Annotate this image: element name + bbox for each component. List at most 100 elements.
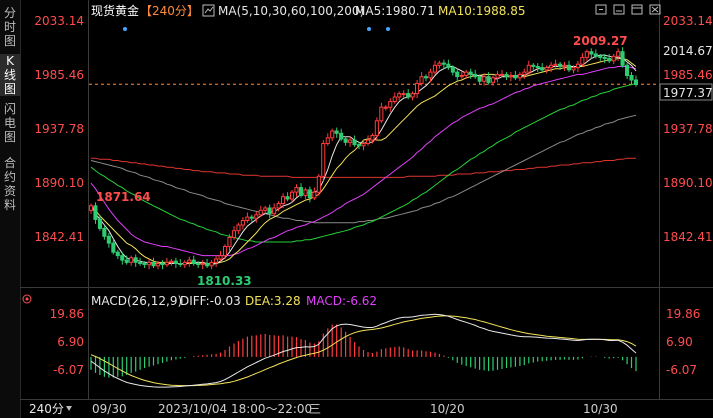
minimize-icon[interactable] — [613, 4, 625, 15]
candle — [245, 212, 250, 223]
candle — [633, 75, 639, 87]
ma10-line — [90, 58, 637, 264]
candle — [321, 140, 326, 181]
candle — [191, 255, 196, 266]
dea-line — [90, 315, 637, 387]
price-tick-label: 1985.46 — [663, 68, 713, 82]
sidebar-item-label: 闪电图 — [3, 102, 16, 144]
macd-diff-value: DIFF:-0.03 — [180, 294, 241, 308]
candle — [258, 205, 263, 218]
candle — [303, 187, 308, 199]
candle — [526, 60, 531, 75]
ma60-line — [90, 82, 637, 243]
candle — [294, 184, 299, 197]
moving-average-lines — [90, 54, 637, 266]
low-marker-label: 1810.33 — [197, 274, 252, 288]
macd-tick-label: 6.90 — [666, 335, 693, 349]
candle — [566, 60, 572, 73]
candle — [540, 63, 545, 73]
candle — [276, 201, 281, 212]
candle — [504, 72, 509, 80]
candle — [419, 72, 424, 86]
candle — [111, 238, 116, 255]
candle — [522, 68, 527, 79]
candle — [616, 48, 621, 61]
price-tick-label: 1985.46 — [34, 68, 84, 82]
candle — [450, 65, 455, 76]
candle — [513, 71, 518, 80]
candle — [290, 189, 295, 203]
price-tick-label: 2033.14 — [663, 14, 713, 28]
period-selector[interactable]: 240分 — [29, 402, 72, 416]
price-tick-label: 2014.67 — [663, 44, 713, 58]
candle — [160, 260, 165, 270]
candle — [437, 60, 442, 69]
candle — [312, 187, 317, 201]
candle — [477, 74, 482, 85]
window-icon[interactable] — [631, 4, 643, 15]
candle — [611, 54, 616, 65]
macd-tick-label: -6.07 — [666, 363, 697, 377]
date-label: 09/30 — [92, 402, 127, 416]
candle — [106, 232, 111, 248]
current-price-label: 1977.37 — [663, 86, 713, 100]
candle — [580, 52, 585, 67]
candle — [629, 72, 634, 85]
candle — [562, 61, 567, 71]
candle — [254, 211, 259, 223]
event-marker[interactable] — [386, 27, 390, 31]
candle — [357, 142, 362, 150]
event-marker[interactable] — [123, 27, 127, 31]
restore-icon[interactable] — [595, 4, 607, 15]
price-tick-label: 1890.10 — [34, 176, 84, 190]
close-icon[interactable] — [649, 4, 661, 15]
macd-settings-icon[interactable] — [22, 294, 32, 304]
macd-lines — [90, 313, 637, 388]
period-button-label[interactable]: 240分 — [29, 402, 64, 416]
macd-legend: MACD(26,12,9) — [91, 294, 182, 308]
ma5-line — [90, 54, 637, 266]
sidebar-item-timeshare[interactable]: 分时图 — [0, 6, 20, 48]
period-label: 【240分】 — [140, 4, 199, 18]
candle — [352, 135, 357, 147]
candle — [482, 73, 487, 86]
candle — [401, 90, 406, 99]
chevron-down-icon — [66, 406, 72, 411]
candle — [464, 69, 469, 79]
macd-tick-label: 19.86 — [666, 307, 700, 321]
candle — [517, 72, 522, 82]
candle — [598, 54, 603, 61]
ma100-line — [90, 114, 637, 224]
candle — [343, 136, 348, 146]
candle — [499, 69, 504, 77]
ma-toggle-icon[interactable] — [202, 4, 215, 17]
event-marker[interactable] — [367, 27, 371, 31]
candle — [97, 214, 103, 231]
candle — [584, 49, 589, 61]
sidebar-item-flash[interactable]: 闪电图 — [0, 102, 20, 144]
candle — [406, 89, 411, 100]
ma-toggle-icon-glyph — [204, 6, 214, 14]
candle — [187, 256, 192, 267]
candle — [441, 59, 446, 69]
candle — [93, 202, 98, 224]
candle — [196, 261, 201, 268]
candle — [468, 68, 473, 79]
candle — [383, 105, 388, 111]
cursor-date-label: 2023/10/04 18:00～22:00 — [158, 402, 312, 416]
sidebar-item-contract-info[interactable]: 合约资料 — [0, 156, 20, 212]
candle — [205, 259, 210, 268]
price-tick-label: 2033.14 — [34, 14, 84, 28]
ma-legend: MA(5,10,30,60,100,200) — [218, 4, 364, 18]
candle — [334, 127, 339, 138]
candle — [575, 60, 581, 73]
candle — [281, 193, 286, 208]
candle — [133, 254, 138, 267]
price-tick-label: 1842.41 — [34, 230, 84, 244]
candle — [88, 203, 94, 214]
candle — [263, 205, 268, 214]
candle — [531, 63, 536, 70]
candle — [129, 255, 134, 266]
